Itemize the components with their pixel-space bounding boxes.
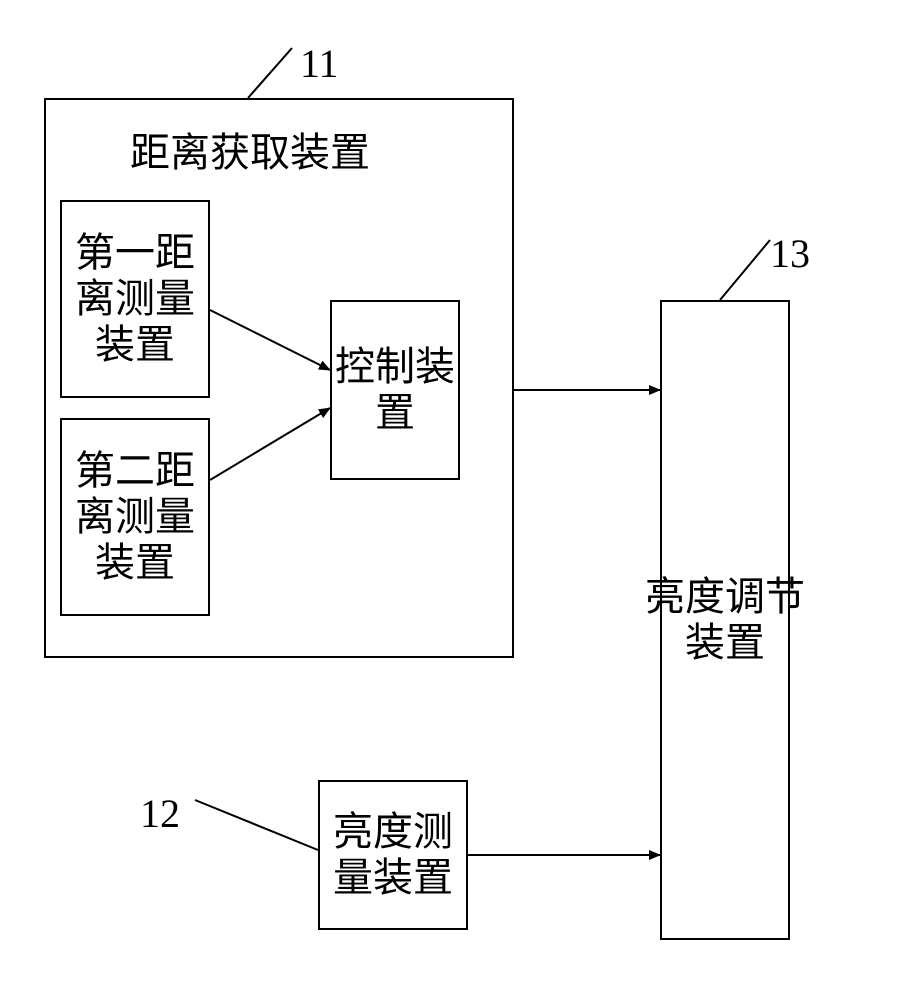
leader-13 (720, 240, 770, 300)
node-brightness-adjust: 亮度调节 装置 (660, 300, 790, 940)
leader-12 (195, 800, 318, 850)
ref-label-13: 13 (770, 230, 810, 277)
ref-label-11: 11 (300, 40, 339, 87)
node-second-distance-measure: 第二距 离测量 装置 (60, 418, 210, 616)
ref-label-12: 12 (140, 790, 180, 837)
node-distance-acquisition-title: 距离获取装置 (130, 120, 370, 178)
diagram-canvas: 距离获取装置 第一距 离测量 装置 第二距 离测量 装置 控制装 置 亮度测 量… (0, 0, 905, 1000)
node-first-distance-measure: 第一距 离测量 装置 (60, 200, 210, 398)
node-control-device: 控制装 置 (330, 300, 460, 480)
leader-11 (248, 48, 292, 98)
node-brightness-measure: 亮度测 量装置 (318, 780, 468, 930)
